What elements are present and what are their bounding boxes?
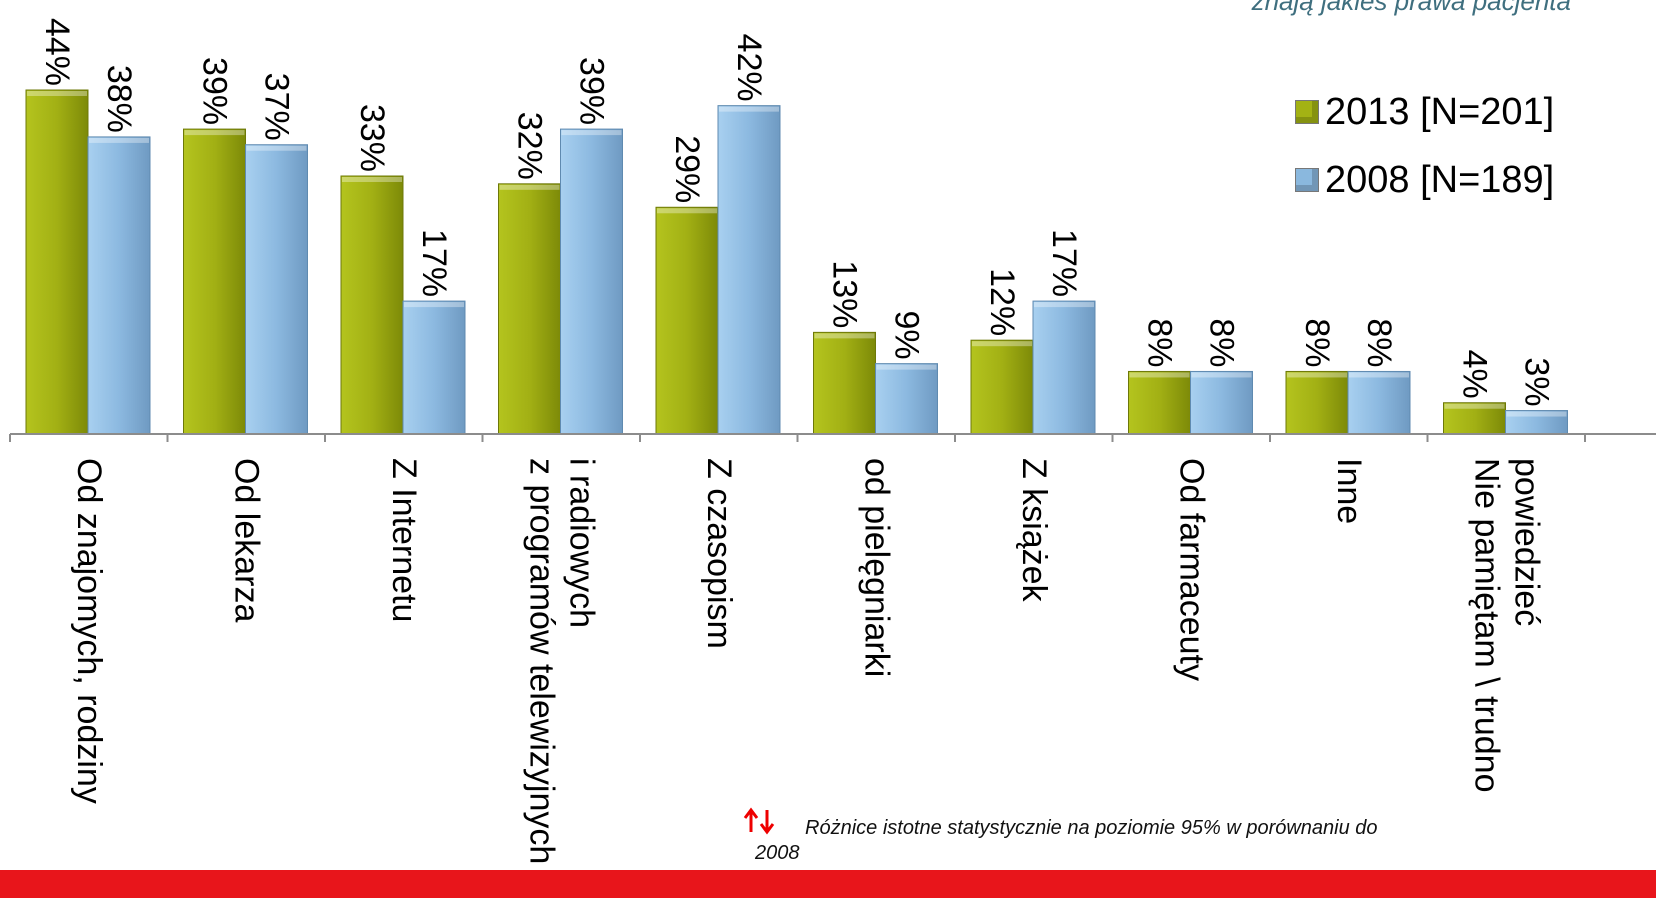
data-label: 8%	[1203, 318, 1241, 367]
bar-highlight	[1034, 302, 1094, 308]
category-label: z programów telewizyjnych i radiowych	[522, 458, 600, 864]
bar-highlight	[1129, 372, 1190, 378]
bar-2008-6	[1032, 300, 1096, 435]
legend-swatch-2013	[1295, 100, 1319, 124]
category-label-line: Z książek	[1015, 458, 1053, 603]
data-label: 33%	[353, 104, 391, 172]
bar-2008-0	[87, 136, 151, 435]
bar-2013-5	[813, 331, 876, 435]
data-label: 9%	[888, 310, 926, 359]
bar-highlight	[27, 91, 87, 96]
bar-2008-8	[1347, 370, 1411, 435]
significance-note: Różnice istotne statystycznie na poziomi…	[755, 817, 1378, 864]
data-label: 32%	[511, 112, 549, 180]
category-label-line: Od znajomych, rodziny	[70, 458, 108, 804]
bar-highlight	[972, 341, 1032, 347]
category-label-line: powiedzieć	[1507, 458, 1545, 626]
bar-highlight	[499, 184, 560, 190]
data-label: 8%	[1141, 318, 1179, 367]
bar-highlight	[1287, 372, 1347, 378]
data-label: 12%	[983, 268, 1021, 336]
legend-label-2008: 2008 [N=189]	[1325, 158, 1555, 201]
category-label: Inne	[1330, 458, 1368, 524]
bar-2013-7	[1128, 370, 1191, 435]
bar-2013-3	[498, 183, 561, 435]
bar-highlight	[246, 145, 307, 151]
bar-highlight	[657, 208, 717, 214]
legend-label-2013: 2013 [N=201]	[1325, 90, 1555, 133]
data-label: 13%	[826, 260, 864, 328]
bar-highlight	[814, 333, 875, 339]
data-label: 42%	[730, 34, 768, 102]
bar-2008-3	[560, 128, 623, 435]
legend-item-2013: 2013 [N=201]	[1295, 78, 1554, 146]
bar-2013-6	[970, 339, 1034, 435]
data-label: 38%	[100, 65, 138, 133]
category-label: Od lekarza	[227, 458, 265, 622]
bar-highlight	[404, 302, 464, 308]
data-label: 8%	[1298, 318, 1336, 367]
category-label-line: od pielęgniarki	[857, 458, 895, 677]
bar-2013-0	[25, 89, 89, 435]
category-label-line: Nie pamiętam \ trudno	[1467, 458, 1505, 793]
bar-2013-1	[183, 128, 246, 435]
category-label-line: i radiowych	[562, 458, 600, 628]
bar-2008-2	[402, 300, 466, 435]
category-label-line: Od lekarza	[227, 458, 265, 622]
legend-swatch-2008	[1295, 168, 1319, 192]
bar-2013-4	[655, 206, 719, 435]
legend-item-2008: 2008 [N=189]	[1295, 146, 1554, 214]
data-label: 4%	[1456, 350, 1494, 399]
category-label-line: z programów telewizyjnych	[522, 458, 560, 864]
data-label: 17%	[1045, 229, 1083, 297]
category-label-line: Z Internetu	[385, 458, 423, 622]
bar-highlight	[1506, 411, 1567, 417]
data-label: 3%	[1518, 357, 1556, 406]
bar-2013-2	[340, 175, 404, 435]
data-label: 39%	[573, 57, 611, 125]
bar-highlight	[1349, 372, 1409, 378]
data-label: 37%	[258, 73, 296, 141]
bar-highlight	[342, 177, 402, 182]
category-label-line: Inne	[1330, 458, 1368, 524]
chart-subtitle: znają jakieś prawa pacjenta	[1251, 0, 1571, 16]
bar-highlight	[1444, 403, 1505, 409]
bar-highlight	[1191, 372, 1252, 378]
bar-highlight	[184, 130, 245, 136]
bar-2008-1	[245, 144, 308, 435]
bar-highlight	[89, 137, 149, 143]
bar-highlight	[876, 364, 937, 370]
bar-highlight	[719, 106, 779, 112]
bar-2008-5	[875, 363, 938, 435]
data-label: 17%	[415, 229, 453, 297]
bottom-red-bar	[0, 870, 1656, 898]
category-label-line: Od farmaceuty	[1172, 458, 1210, 681]
data-label: 39%	[196, 57, 234, 125]
data-label: 44%	[38, 18, 76, 86]
category-label: Z Internetu	[385, 458, 423, 622]
bar-highlight	[561, 130, 622, 136]
bar-2008-4	[717, 105, 781, 435]
category-label-line: Z czasopism	[700, 458, 738, 649]
category-label: Od farmaceuty	[1172, 458, 1210, 681]
category-label: Z czasopism	[700, 458, 738, 649]
data-label: 29%	[668, 135, 706, 203]
up-down-arrows-icon	[743, 807, 775, 835]
bar-2008-7	[1190, 370, 1253, 435]
data-label: 8%	[1360, 318, 1398, 367]
legend: 2013 [N=201] 2008 [N=189]	[1295, 78, 1554, 214]
category-label: Nie pamiętam \ trudno powiedzieć	[1467, 458, 1545, 793]
category-label: Z książek	[1015, 458, 1053, 603]
category-label: od pielęgniarki	[857, 458, 895, 677]
category-label: Od znajomych, rodziny	[70, 458, 108, 804]
bar-2013-8	[1285, 370, 1349, 435]
